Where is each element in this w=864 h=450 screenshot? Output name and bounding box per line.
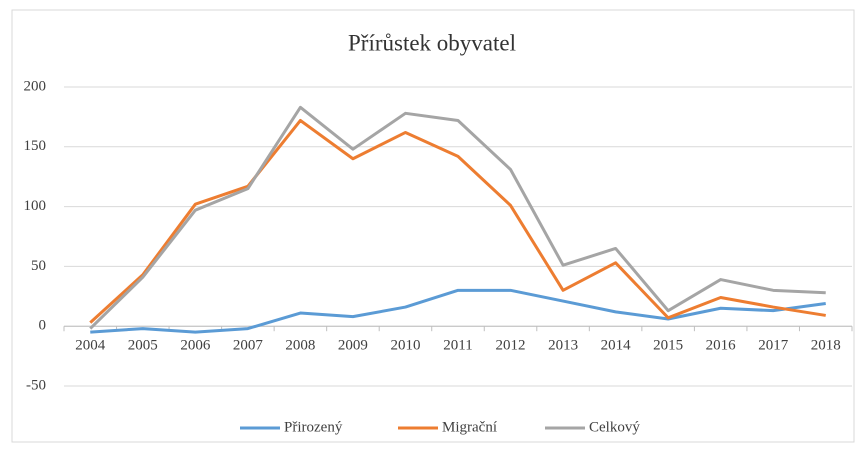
x-tick-label: 2018 — [811, 338, 841, 354]
x-tick-label: 2004 — [75, 338, 106, 354]
y-tick-label: -50 — [26, 377, 46, 393]
data-line — [89, 118, 826, 324]
y-tick-label: 100 — [24, 198, 47, 214]
x-tick-label: 2005 — [128, 338, 158, 354]
x-tick-label: 2012 — [496, 338, 526, 354]
x-tick-label: 2017 — [758, 338, 789, 354]
data-line — [90, 288, 826, 334]
y-tick-label: 150 — [24, 138, 47, 154]
x-tick-label: 2016 — [706, 338, 737, 354]
legend-label: Celkový — [589, 419, 640, 435]
x-tick-label: 2010 — [390, 338, 420, 354]
x-tick-label: 2006 — [180, 338, 211, 354]
chart-border — [11, 9, 855, 443]
x-tick-label: 2009 — [338, 338, 368, 354]
data-line — [89, 105, 826, 330]
x-tick-label: 2015 — [653, 338, 683, 354]
x-tick-label: 2014 — [601, 338, 632, 354]
chart-title: Přírůstek obyvatel — [348, 30, 516, 55]
legend-label: Migrační — [442, 419, 497, 435]
x-tick-label: 2008 — [285, 338, 315, 354]
y-tick-label: 50 — [31, 258, 46, 274]
x-tick-label: 2013 — [548, 338, 578, 354]
y-tick-label: 200 — [24, 78, 47, 94]
x-tick-label: 2011 — [443, 338, 472, 354]
x-tick-label: 2007 — [233, 338, 264, 354]
legend-label: Přirozený — [284, 419, 343, 435]
y-tick-label: 0 — [39, 318, 47, 334]
